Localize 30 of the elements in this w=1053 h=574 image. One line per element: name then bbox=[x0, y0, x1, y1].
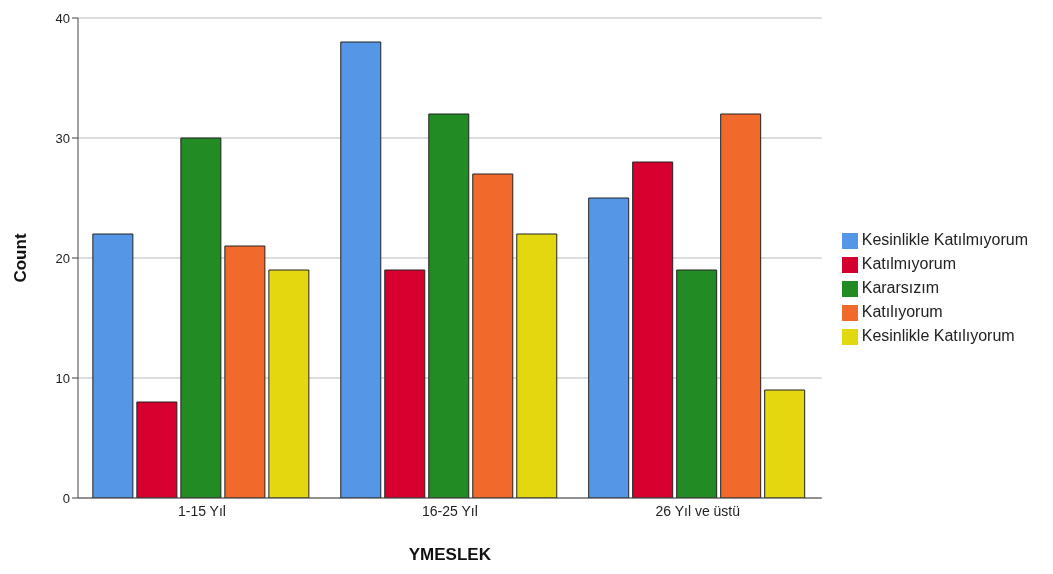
legend-label: Kararsızım bbox=[861, 279, 940, 296]
bar bbox=[340, 41, 382, 498]
y-axis-title: Count bbox=[11, 233, 31, 283]
bar bbox=[180, 137, 222, 498]
y-tick-label: 10 bbox=[55, 370, 70, 386]
bar bbox=[384, 269, 426, 498]
legend-label: Katılmıyorum bbox=[861, 255, 956, 272]
x-tick-label: 1-15 Yıl bbox=[177, 502, 226, 519]
bar bbox=[136, 401, 178, 498]
bar bbox=[764, 389, 806, 498]
y-tick-label: 40 bbox=[55, 10, 70, 26]
bar bbox=[676, 269, 718, 498]
bar bbox=[588, 197, 630, 498]
bar bbox=[720, 113, 762, 498]
bar bbox=[268, 269, 310, 498]
y-tick-label: 0 bbox=[62, 490, 70, 506]
bar bbox=[632, 161, 674, 498]
x-tick-label: 26 Yıl ve üstü bbox=[655, 502, 741, 519]
bar bbox=[92, 233, 134, 498]
x-axis-title: YMESLEK bbox=[408, 545, 492, 564]
bar bbox=[516, 233, 558, 498]
bar bbox=[224, 245, 266, 498]
x-tick-label: 16-25 Yıl bbox=[421, 502, 478, 519]
y-tick-label: 20 bbox=[55, 250, 70, 266]
y-tick-label: 30 bbox=[55, 130, 70, 146]
bar bbox=[428, 113, 470, 498]
legend-label: Kesinlikle Katılmıyorum bbox=[861, 231, 1028, 248]
legend-label: Katılıyorum bbox=[861, 303, 943, 320]
legend-label: Kesinlikle Katılıyorum bbox=[861, 327, 1015, 344]
bar bbox=[472, 173, 514, 498]
